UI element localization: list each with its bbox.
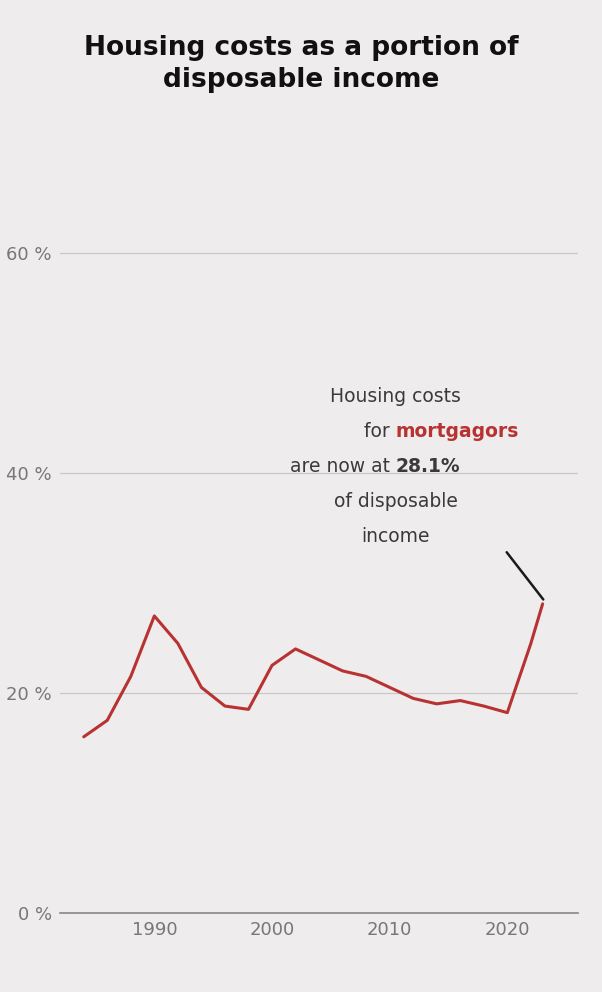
Text: of disposable: of disposable (334, 492, 458, 511)
Text: are now at: are now at (290, 457, 396, 476)
Text: for: for (364, 422, 396, 440)
Text: Housing costs as a portion of
disposable income: Housing costs as a portion of disposable… (84, 35, 518, 92)
Text: Housing costs: Housing costs (330, 387, 461, 406)
Text: mortgagors: mortgagors (396, 422, 519, 440)
Text: income: income (361, 528, 430, 547)
Text: 28.1%: 28.1% (396, 457, 460, 476)
